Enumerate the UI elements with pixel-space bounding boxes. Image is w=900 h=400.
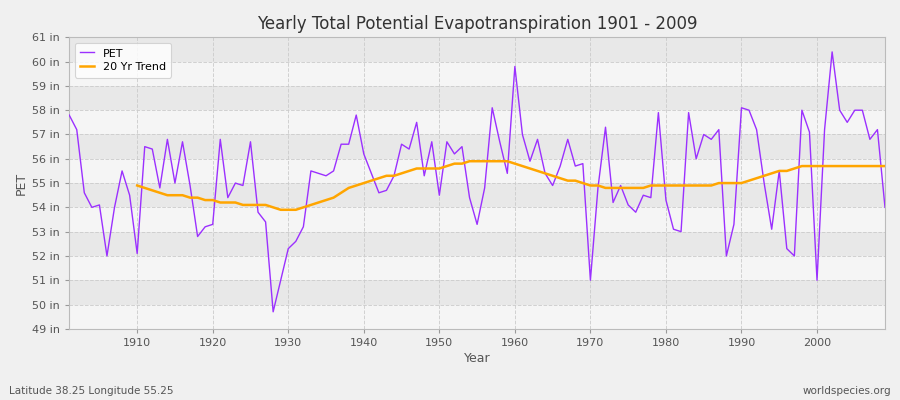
Legend: PET, 20 Yr Trend: PET, 20 Yr Trend: [75, 43, 171, 78]
20 Yr Trend: [313, 200, 324, 205]
Bar: [69, 159, 885, 183]
20 Yr Trend: [834, 164, 845, 168]
Bar: [69, 37, 885, 62]
PET: [298, 224, 309, 229]
PET: [608, 200, 618, 205]
PET: [124, 193, 135, 198]
PET: [343, 142, 354, 147]
20 Yr Trend: [275, 207, 286, 212]
20 Yr Trend: [283, 207, 293, 212]
Title: Yearly Total Potential Evapotranspiration 1901 - 2009: Yearly Total Potential Evapotranspiratio…: [256, 15, 698, 33]
PET: [64, 113, 75, 118]
20 Yr Trend: [532, 168, 543, 173]
PET: [517, 132, 527, 137]
PET: [827, 50, 838, 54]
Bar: [69, 183, 885, 207]
Bar: [69, 256, 885, 280]
20 Yr Trend: [464, 159, 475, 164]
Text: Latitude 38.25 Longitude 55.25: Latitude 38.25 Longitude 55.25: [9, 386, 174, 396]
20 Yr Trend: [857, 164, 868, 168]
20 Yr Trend: [131, 183, 142, 188]
X-axis label: Year: Year: [464, 352, 490, 365]
PET: [509, 64, 520, 69]
Bar: [69, 86, 885, 110]
Bar: [69, 110, 885, 134]
Bar: [69, 304, 885, 329]
Bar: [69, 280, 885, 304]
PET: [267, 310, 278, 314]
Bar: [69, 207, 885, 232]
Text: worldspecies.org: worldspecies.org: [803, 386, 891, 396]
Y-axis label: PET: PET: [15, 172, 28, 195]
Bar: [69, 134, 885, 159]
20 Yr Trend: [879, 164, 890, 168]
Bar: [69, 232, 885, 256]
PET: [879, 205, 890, 210]
20 Yr Trend: [592, 183, 603, 188]
Bar: [69, 62, 885, 86]
Line: PET: PET: [69, 52, 885, 312]
Line: 20 Yr Trend: 20 Yr Trend: [137, 161, 885, 210]
